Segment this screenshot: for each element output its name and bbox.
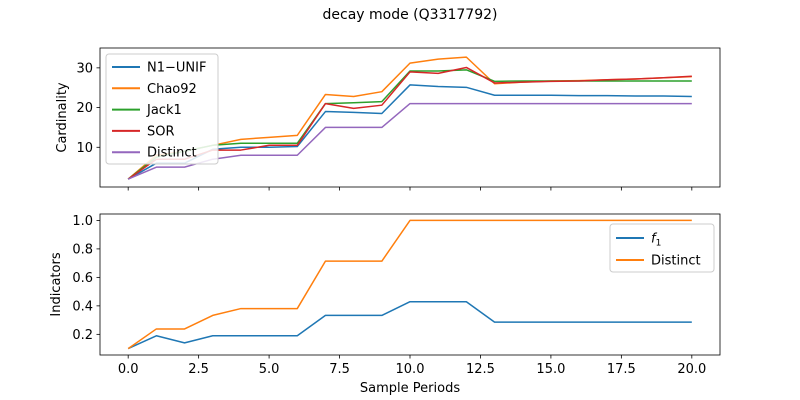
cardinality-chart: 10 20 30 Cardinality N1−UNIF Chao92 Jack1 SOR Di… — [55, 47, 721, 191]
legend-label: Distinct — [147, 146, 197, 161]
y-tick-label: 1.0 — [72, 214, 93, 229]
x-tick-label: 5.0 — [259, 362, 280, 377]
y-tick-label: 0.4 — [72, 299, 93, 314]
y-tick-label: 30 — [76, 61, 93, 76]
series-line-distinct — [127, 219, 692, 350]
y-tick-label: 0.6 — [72, 271, 93, 286]
legend-label: Distinct — [651, 254, 701, 269]
x-tick-label: 7.5 — [329, 362, 350, 377]
series-line-n1-unif — [127, 84, 692, 180]
x-tick-label: 20.0 — [677, 362, 706, 377]
legend-label: Jack1 — [146, 103, 182, 118]
legend-box — [105, 53, 219, 165]
series-line-jack1 — [127, 69, 692, 180]
x-tick-label: 17.5 — [607, 362, 636, 377]
indicators-chart: 0.2 0.4 0.6 0.8 1.0 0.0 2.5 5.0 7.5 10.0 12.5 15.0 1… — [49, 213, 721, 396]
y-tick-label: 10 — [76, 141, 93, 156]
legend-label: N1−UNIF — [147, 61, 206, 76]
series-line-distinct — [127, 102, 692, 180]
x-tick-label: 10.0 — [396, 362, 425, 377]
x-tick-label: 12.5 — [466, 362, 495, 377]
legend: N1−UNIF Chao92 Jack1 SOR Distinct — [105, 53, 219, 165]
y-tick-label: 0.2 — [72, 328, 93, 343]
y-tick-label: 0.8 — [72, 242, 93, 257]
series-line-f1 — [127, 300, 692, 350]
legend: f1 Distinct — [609, 223, 715, 273]
legend-label: Chao92 — [147, 82, 197, 97]
y-tick-label: 20 — [76, 101, 93, 116]
series-line-sor — [127, 66, 692, 180]
x-tick-label: 0.0 — [118, 362, 139, 377]
y-axis-label: Cardinality — [55, 82, 70, 153]
y-axis-label: Indicators — [49, 252, 64, 316]
legend-label: SOR — [147, 124, 175, 139]
legend-label: f1 — [651, 232, 661, 249]
x-tick-label: 15.0 — [536, 362, 565, 377]
figure-title: decay mode (Q3317792) — [323, 7, 498, 23]
x-axis-label: Sample Periods — [360, 381, 460, 396]
x-tick-label: 2.5 — [188, 362, 209, 377]
